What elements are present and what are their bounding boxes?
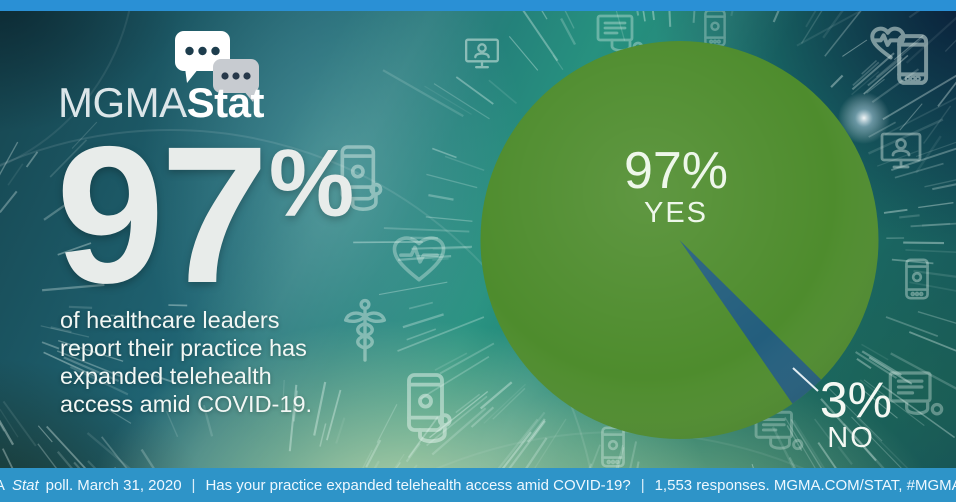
watermark-telehealth-monitor-icon: [464, 38, 500, 69]
top-accent-bar: [0, 0, 956, 11]
stat-percent-sign: %: [268, 130, 355, 237]
watermark-monitor-stethoscope-icon: [888, 371, 944, 416]
headline-description: of healthcare leaders report their pract…: [60, 306, 312, 418]
footer-separator: |: [640, 476, 645, 494]
footer-bar: MGMA Stat poll. March 31, 2020 | Has your…: [0, 468, 956, 502]
description-line: report their practice has: [60, 335, 307, 361]
headline-stat: 97%: [56, 118, 354, 313]
logo-stat-text: Stat: [186, 79, 265, 126]
watermark-phone-icon: [904, 258, 930, 300]
logo-mgma-text: MGMA: [58, 79, 187, 126]
pie-no-text-label: NO: [827, 422, 875, 454]
pie-yes-text-label: YES: [644, 197, 708, 229]
watermark-monitor-stethoscope-icon: [596, 14, 644, 53]
speech-bubbles-icon: [175, 31, 259, 102]
footer-brand-stat: Stat: [11, 476, 39, 494]
glow-spot: [838, 92, 890, 144]
watermark-caduceus-icon: [343, 298, 387, 362]
footer-question: Has your practice expanded telehealth ac…: [205, 476, 631, 494]
footer-responses: 1,553 responses. MGMA.COM/STAT, #MGMASTA…: [654, 476, 956, 494]
description-line: of healthcare leaders: [60, 307, 280, 333]
pie-shading: [480, 41, 879, 439]
logo-wordmark: MGMAStat: [58, 79, 265, 126]
pie-chart: 97% YES 3% NO: [480, 41, 892, 454]
description-line: expanded telehealth: [60, 363, 272, 389]
no-slice-leader-line: [792, 367, 819, 392]
stat-value: 97: [56, 106, 269, 324]
watermark-phone-icon: [704, 9, 726, 47]
pie-yes-percent-label: 97%: [624, 142, 728, 200]
description-line: access amid COVID-19.: [60, 391, 313, 417]
bubble-small-icon: [213, 59, 259, 102]
footer-brand: MGMA: [0, 477, 5, 494]
footer-separator: |: [191, 476, 196, 494]
pie-no-percent-label: 3%: [820, 372, 892, 428]
footer-poll-date: poll. March 31, 2020: [45, 476, 182, 494]
